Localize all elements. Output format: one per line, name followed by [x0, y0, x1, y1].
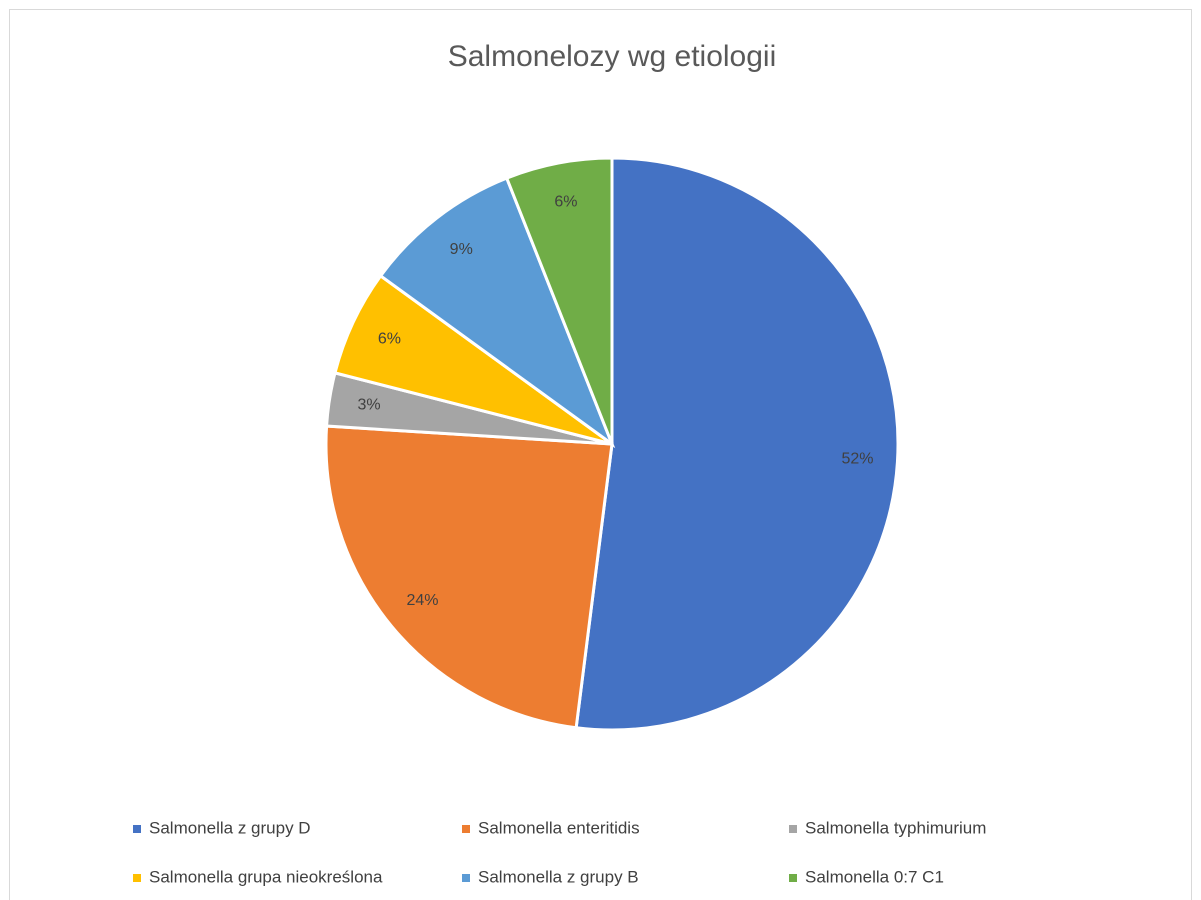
legend-swatch	[462, 874, 470, 882]
pie-slice	[324, 424, 614, 730]
legend-label: Salmonella typhimurium	[805, 818, 986, 837]
legend-label: Salmonella 0:7 C1	[805, 867, 944, 886]
legend-label: Salmonella z grupy D	[149, 818, 311, 837]
chart-title: Salmonelozy wg etiologii	[448, 40, 777, 73]
pie-slice	[504, 156, 614, 445]
legend-label: Salmonella z grupy B	[478, 867, 639, 886]
legend-label: Salmonella enteritidis	[478, 818, 640, 837]
data-label: 6%	[554, 194, 577, 211]
pie-slice	[378, 176, 616, 449]
legend-swatch	[133, 874, 141, 882]
data-label: 24%	[406, 592, 438, 609]
pie-slice	[574, 156, 900, 732]
legend-swatch	[462, 825, 470, 833]
data-label: 52%	[841, 451, 873, 468]
data-label: 9%	[450, 241, 473, 258]
legend-swatch	[789, 874, 797, 882]
legend-label: Salmonella grupa nieokreślona	[149, 867, 383, 886]
legend-swatch	[133, 825, 141, 833]
data-label: 6%	[378, 330, 401, 347]
legend-swatch	[789, 825, 797, 833]
data-label: 3%	[358, 397, 381, 414]
